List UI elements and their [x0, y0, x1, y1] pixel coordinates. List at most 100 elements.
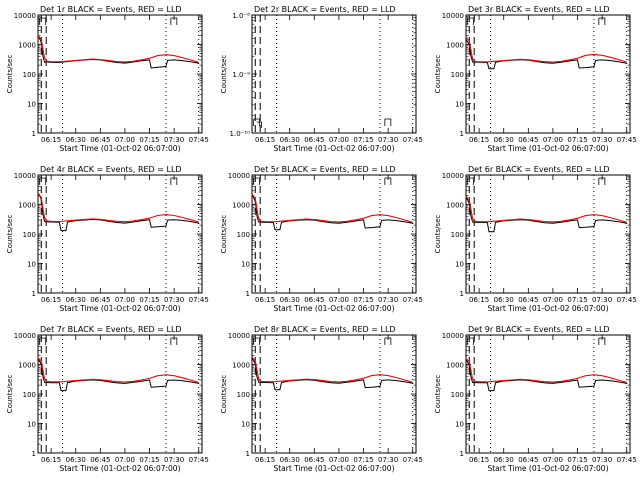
panel-det-4: Det 4r BLACK = Events, RED = LLD 1 10 100 10…	[6, 165, 209, 313]
y-tick-label: 10	[27, 261, 36, 269]
y-tick-label: 100	[451, 231, 464, 239]
flag-marker	[253, 118, 261, 126]
y-tick-label: 10000	[442, 172, 464, 180]
x-tick-label: 06:15	[255, 136, 275, 144]
flag-marker	[598, 177, 606, 185]
x-tick-label: 06:30	[494, 296, 514, 304]
y-tick-label: 10000	[442, 12, 464, 20]
y-tick-label: 10	[455, 261, 464, 269]
x-tick-label: 06:15	[469, 296, 489, 304]
y-tick-label: 10000	[228, 172, 250, 180]
x-tick-label: 07:45	[189, 136, 209, 144]
lld-series-line	[37, 192, 199, 223]
x-tick-label: 07:45	[617, 456, 637, 464]
lld-series-line	[465, 358, 627, 383]
x-tick-label: 07:00	[115, 136, 135, 144]
x-tick-label: 07:30	[378, 136, 398, 144]
y-tick-label: 100	[451, 71, 464, 79]
x-tick-label: 07:45	[403, 136, 423, 144]
flag-marker	[39, 17, 47, 25]
y-tick-label: 10000	[442, 332, 464, 340]
x-tick-label: 07:45	[617, 296, 637, 304]
x-tick-label: 06:30	[280, 456, 300, 464]
y-tick-label: 1000	[18, 362, 36, 370]
x-tick-label: 06:30	[280, 136, 300, 144]
y-tick-label: 1	[460, 130, 464, 138]
panel-det-9: Det 9r BLACK = Events, RED = LLD 1 10 100 10…	[434, 325, 637, 473]
x-tick-label: 07:30	[164, 296, 184, 304]
x-tick-label: 06:45	[90, 296, 110, 304]
x-tick-label: 06:30	[494, 456, 514, 464]
flag-marker	[384, 177, 392, 185]
x-tick-label: 07:00	[329, 456, 349, 464]
y-tick-label: 10	[241, 261, 250, 269]
x-tick-label: 06:15	[255, 456, 275, 464]
x-tick-label: 06:45	[518, 136, 538, 144]
y-tick-label: 10	[27, 101, 36, 109]
panel-title: Det 2r BLACK = Events, RED = LLD	[254, 5, 396, 14]
x-tick-label: 06:45	[304, 456, 324, 464]
flag-marker	[384, 118, 392, 126]
x-tick-label: 07:30	[592, 136, 612, 144]
x-tick-label: 07:15	[139, 456, 159, 464]
y-tick-label: 1.0⁻⁸	[232, 12, 250, 20]
panel-title: Det 7r BLACK = Events, RED = LLD	[40, 325, 182, 334]
y-tick-label: 1	[460, 450, 464, 458]
y-tick-label: 10	[455, 101, 464, 109]
flag-marker	[39, 337, 47, 345]
x-tick-label: 07:15	[567, 456, 587, 464]
y-tick-label: 1	[246, 290, 250, 298]
panel-det-6: Det 6r BLACK = Events, RED = LLD 1 10 100 10…	[434, 165, 637, 313]
y-tick-label: 100	[237, 391, 250, 399]
flag-marker	[256, 121, 263, 128]
lld-series-line	[37, 35, 199, 63]
flag-marker	[598, 337, 606, 345]
x-tick-label: 06:30	[66, 296, 86, 304]
y-tick-label: 10000	[14, 172, 36, 180]
x-tick-label: 07:15	[353, 136, 373, 144]
flag-marker	[39, 177, 47, 185]
y-tick-label: 1	[460, 290, 464, 298]
flag-marker	[467, 17, 475, 25]
x-tick-label: 06:15	[41, 136, 61, 144]
panel-det-8: Det 8r BLACK = Events, RED = LLD 1 10 100 10…	[220, 325, 423, 473]
y-axis-label: Counts/sec	[220, 55, 228, 94]
panel-title: Det 1r BLACK = Events, RED = LLD	[40, 5, 182, 14]
y-tick-label: 1000	[18, 42, 36, 50]
x-tick-label: 07:00	[543, 456, 563, 464]
x-tick-label: 07:45	[403, 456, 423, 464]
x-tick-label: 06:30	[494, 136, 514, 144]
events-series-line	[251, 357, 413, 391]
x-tick-label: 07:15	[353, 296, 373, 304]
events-series-line	[37, 358, 199, 392]
events-series-line	[37, 192, 199, 232]
flag-marker	[467, 177, 475, 185]
x-tick-label: 07:15	[567, 296, 587, 304]
x-tick-label: 06:15	[469, 456, 489, 464]
panel-det-1: Det 1r BLACK = Events, RED = LLD 1 10 100 10…	[6, 5, 209, 153]
y-tick-label: 10000	[14, 332, 36, 340]
y-tick-label: 1000	[446, 362, 464, 370]
flag-marker	[467, 337, 475, 345]
flag-marker	[253, 337, 261, 345]
x-tick-label: 07:15	[139, 296, 159, 304]
panel-title: Det 3r BLACK = Events, RED = LLD	[468, 5, 610, 14]
x-tick-label: 07:30	[378, 456, 398, 464]
x-tick-label: 06:45	[90, 456, 110, 464]
x-tick-label: 07:45	[403, 296, 423, 304]
x-tick-label: 07:15	[353, 456, 373, 464]
x-axis-label: Start Time (01-Oct-02 06:07:00)	[487, 144, 608, 153]
flag-marker	[384, 337, 392, 345]
y-tick-label: 100	[23, 391, 36, 399]
panel-det-7: Det 7r BLACK = Events, RED = LLD 1 10 100 10…	[6, 325, 209, 473]
y-tick-label: 1.0⁻⁹	[232, 71, 250, 79]
panel-title: Det 4r BLACK = Events, RED = LLD	[40, 165, 182, 174]
flag-marker	[170, 337, 178, 345]
x-axis-label: Start Time (01-Oct-02 06:07:00)	[487, 464, 608, 473]
x-axis-label: Start Time (01-Oct-02 06:07:00)	[59, 464, 180, 473]
y-tick-label: 100	[451, 391, 464, 399]
y-tick-label: 10000	[228, 332, 250, 340]
y-tick-label: 10	[27, 421, 36, 429]
